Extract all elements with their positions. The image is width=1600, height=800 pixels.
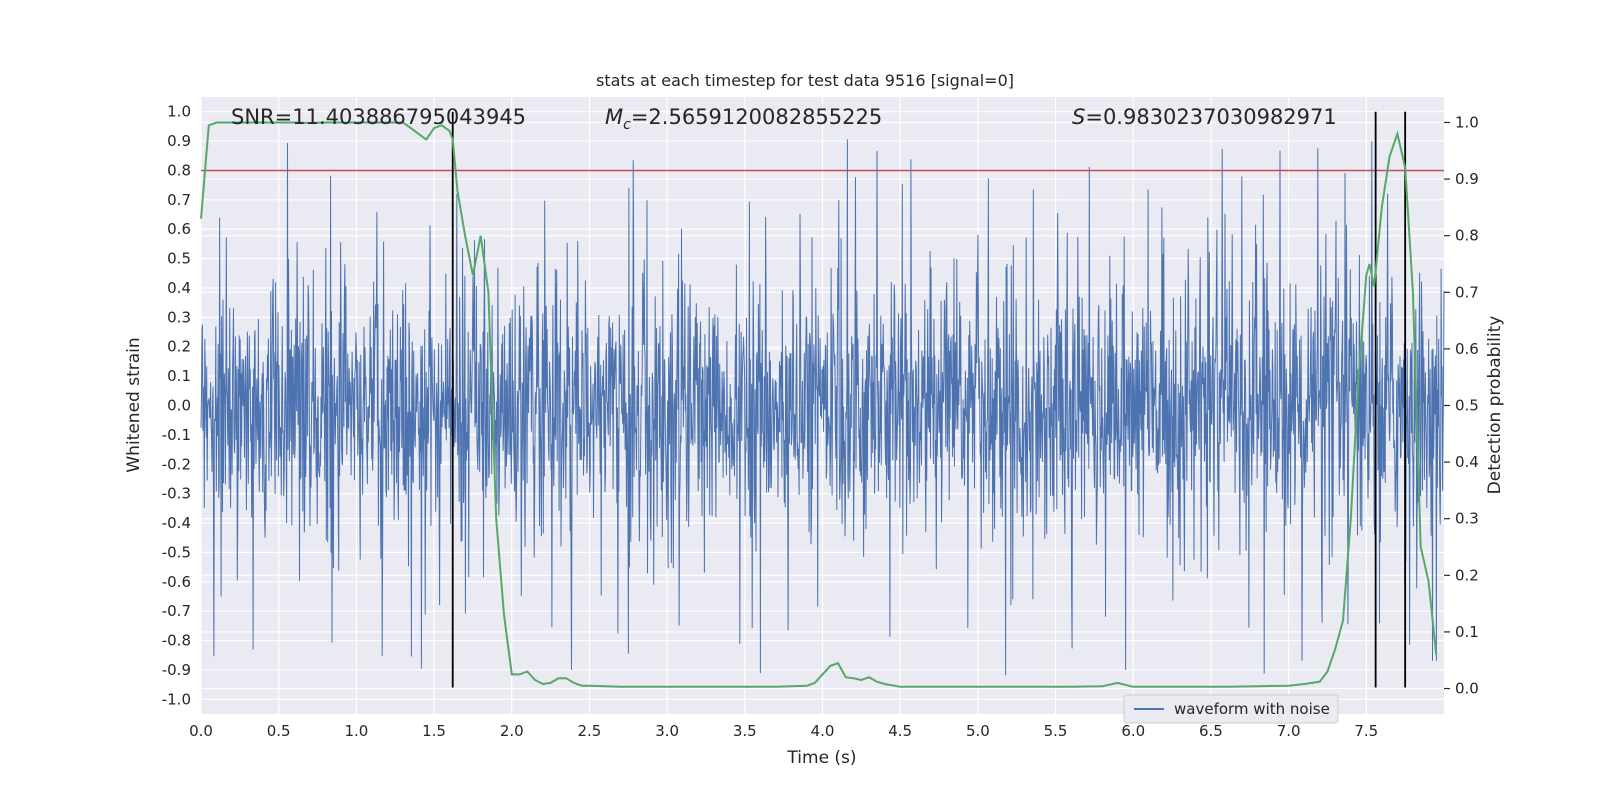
vertical-markers <box>451 111 1407 688</box>
x-tick-label: 5.5 <box>1044 722 1068 740</box>
x-tick-label: 7.5 <box>1354 722 1378 740</box>
x-tick-label: 6.0 <box>1121 722 1145 740</box>
y-tick-label: -0.8 <box>162 632 191 650</box>
y-right-tick-label: 0.5 <box>1455 397 1479 415</box>
mc-annotation: Mc=2.5659120082855225 <box>605 105 882 133</box>
chart-title: stats at each timestep for test data 951… <box>596 71 1014 90</box>
mc-value: =2.5659120082855225 <box>631 105 882 129</box>
x-tick-label: 3.0 <box>655 722 679 740</box>
y-tick-label: 1.0 <box>167 103 191 121</box>
y-tick-label: 0.6 <box>167 220 191 238</box>
y-right-tick-label: 0.7 <box>1455 283 1479 301</box>
snr-annotation: SNR=11.403886795043945 <box>231 105 526 129</box>
y-tick-label: 0.4 <box>167 279 191 297</box>
x-tick-label: 0.0 <box>189 722 213 740</box>
y-tick-label: -1.0 <box>162 690 191 708</box>
x-tick-label: 6.5 <box>1199 722 1223 740</box>
x-tick-label: 4.0 <box>811 722 835 740</box>
s-symbol: S <box>1072 105 1085 129</box>
y-tick-label: -0.6 <box>162 573 191 591</box>
y-tick-label: 0.5 <box>167 250 191 268</box>
y-right-tick-label: 0.1 <box>1455 623 1479 641</box>
probability-series <box>200 121 1438 688</box>
x-tick-label: 2.0 <box>500 722 524 740</box>
y-tick-label: -0.5 <box>162 543 191 561</box>
x-tick-label: 1.0 <box>344 722 368 740</box>
y-right-axis-ticks: 0.0 0.1 0.2 0.3 0.4 0.5 0.6 0.7 0.8 0.9 1.0 <box>1444 113 1479 698</box>
y-tick-label: 0.8 <box>167 161 191 179</box>
s-annotation: S=0.9830237030982971 <box>1072 105 1337 129</box>
legend-label: waveform with noise <box>1174 700 1330 718</box>
x-tick-label: 5.0 <box>966 722 990 740</box>
mc-symbol: M <box>605 105 623 129</box>
y-right-tick-label: 1.0 <box>1455 113 1479 131</box>
y-right-tick-label: 0.6 <box>1455 340 1479 358</box>
y-tick-label: -0.9 <box>162 661 191 679</box>
y-right-tick-label: 0.0 <box>1455 680 1479 698</box>
x-tick-label: 4.5 <box>888 722 912 740</box>
x-axis-label: Time (s) <box>786 748 856 768</box>
y-right-tick-label: 0.3 <box>1455 510 1479 528</box>
y-tick-label: -0.2 <box>162 455 191 473</box>
mc-subscript: c <box>623 117 631 133</box>
y-right-tick-label: 0.9 <box>1455 170 1479 188</box>
legend: waveform with noise <box>1123 694 1339 724</box>
x-tick-label: 3.5 <box>733 722 757 740</box>
y-tick-label: -0.1 <box>162 426 191 444</box>
x-tick-label: 7.0 <box>1277 722 1301 740</box>
x-tick-label: 1.5 <box>422 722 446 740</box>
x-tick-label: 2.5 <box>578 722 602 740</box>
s-value: =0.9830237030982971 <box>1085 105 1336 129</box>
y-left-axis-ticks: -1.0 -0.9 -0.8 -0.7 -0.6 -0.5 -0.4 -0.3 -0.2 -0.1… <box>162 103 191 709</box>
y-right-tick-label: 0.4 <box>1455 453 1479 471</box>
y-right-tick-label: 0.2 <box>1455 566 1479 584</box>
x-axis-ticks: 0.0 0.5 1.0 1.5 2.0 2.5 3.0 3.5 4.0 4.5 5.0 5.5 6.0 6… <box>189 722 1378 740</box>
y-tick-label: -0.7 <box>162 602 191 620</box>
y-tick-label: 0.0 <box>167 397 191 415</box>
x-tick-label: 0.5 <box>267 722 291 740</box>
y-tick-label: -0.3 <box>162 485 191 503</box>
y-tick-label: 0.9 <box>167 132 191 150</box>
legend-box <box>1123 694 1339 724</box>
y-tick-label: 0.3 <box>167 308 191 326</box>
y-tick-label: -0.4 <box>162 514 191 532</box>
y-tick-label: 0.2 <box>167 338 191 356</box>
waveform-series <box>200 139 1445 676</box>
y-right-tick-label: 0.8 <box>1455 227 1479 245</box>
y-left-axis-label: Whitened strain <box>124 337 144 472</box>
y-tick-label: 0.1 <box>167 367 191 385</box>
y-right-axis-label: Detection probability <box>1485 316 1505 495</box>
y-tick-label: 0.7 <box>167 191 191 209</box>
